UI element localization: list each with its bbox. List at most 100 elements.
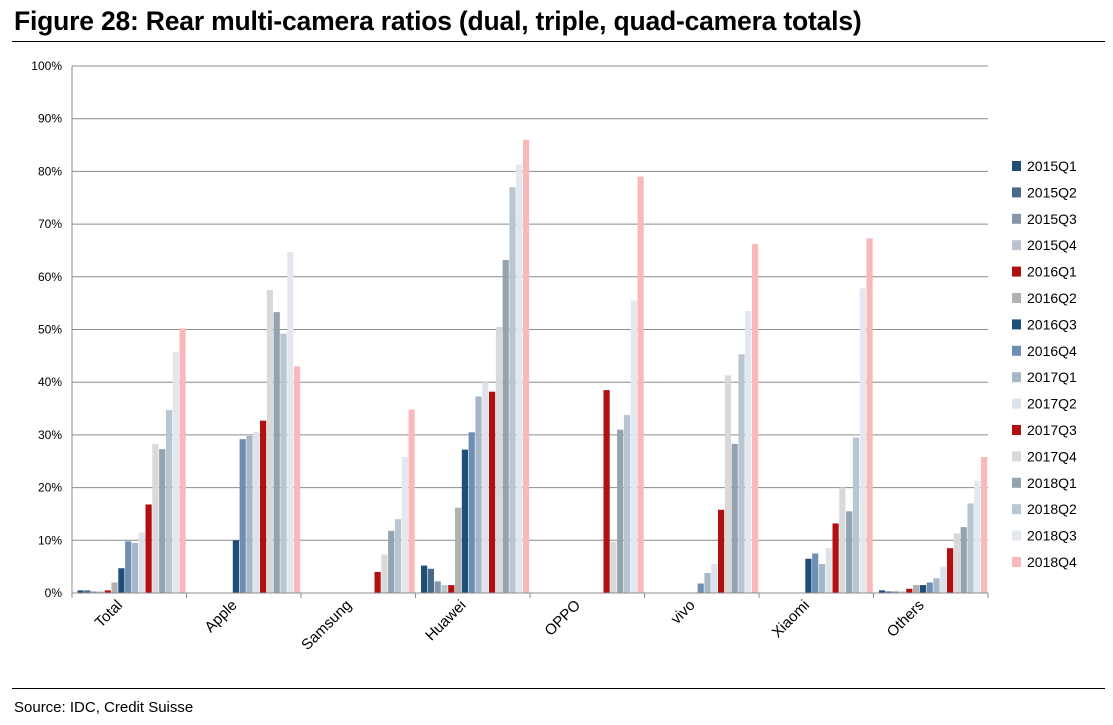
bar — [752, 244, 759, 593]
bar — [266, 289, 273, 593]
bar — [866, 238, 873, 594]
bar — [394, 519, 402, 593]
bars — [77, 139, 988, 594]
bar — [940, 566, 947, 593]
bar — [287, 252, 294, 593]
bar — [388, 530, 395, 593]
legend-label: 2015Q3 — [1027, 211, 1077, 227]
legend-swatch — [1012, 293, 1021, 303]
bar — [273, 312, 280, 593]
bar — [913, 585, 920, 593]
bar — [461, 449, 468, 593]
bar — [482, 382, 489, 593]
bar — [974, 480, 981, 593]
legend-label: 2017Q3 — [1027, 422, 1077, 438]
y-tick-label: 10% — [38, 533, 62, 547]
x-tick-label: Total — [92, 597, 126, 631]
y-tick-label: 70% — [38, 217, 62, 231]
bar — [697, 583, 704, 593]
bar — [899, 591, 906, 593]
legend-swatch — [1012, 504, 1021, 515]
x-tick-label: Huawei — [422, 597, 469, 644]
bar — [967, 503, 974, 593]
bar — [630, 300, 637, 593]
y-tick-label: 100% — [31, 59, 62, 73]
bar — [118, 568, 125, 593]
chart: 0% 10% 20% 30% 40% 50% 60% 70% 80% 90% 100% Total A… — [31, 59, 1077, 654]
bar — [441, 585, 448, 593]
legend-swatch — [1012, 372, 1021, 383]
bar — [509, 187, 516, 593]
legend-swatch — [1012, 451, 1021, 462]
bar — [374, 571, 381, 593]
legend-label: 2018Q3 — [1027, 528, 1077, 544]
bar — [738, 354, 745, 593]
bar — [704, 572, 711, 593]
legend-swatch — [1012, 266, 1021, 277]
bar — [131, 542, 139, 593]
bar — [745, 311, 752, 593]
bar — [623, 414, 631, 593]
bar — [832, 523, 839, 593]
legend-label: 2017Q2 — [1027, 396, 1077, 412]
bar — [846, 511, 853, 593]
bar — [77, 590, 84, 593]
bar — [859, 288, 866, 593]
bar — [637, 176, 644, 594]
bar — [179, 328, 186, 593]
bar — [475, 396, 482, 593]
y-axis: 0% 10% 20% 30% 40% 50% 60% 70% 80% 90% 100% — [31, 59, 73, 600]
bar — [724, 375, 731, 593]
bar — [434, 581, 441, 593]
bar — [818, 564, 826, 593]
bar — [805, 558, 812, 593]
bar — [427, 568, 434, 593]
legend-swatch — [1012, 240, 1021, 251]
legend-swatch — [1012, 398, 1021, 409]
legend-label: 2016Q3 — [1027, 316, 1077, 332]
bar — [145, 504, 152, 593]
bar — [172, 351, 179, 593]
x-tick-label: Xiaomi — [769, 597, 813, 641]
legend-swatch — [1012, 161, 1021, 171]
y-tick-label: 20% — [38, 481, 62, 495]
bar — [906, 588, 913, 593]
x-tick-label: OPPO — [541, 597, 584, 640]
bar — [981, 457, 988, 593]
y-tick-label: 90% — [38, 112, 62, 126]
bar — [489, 391, 496, 593]
legend-swatch — [1012, 425, 1021, 435]
bar — [159, 449, 166, 593]
bar — [421, 565, 428, 593]
legend-swatch — [1012, 319, 1021, 330]
y-tick-label: 80% — [38, 164, 62, 178]
legend-label: 2016Q4 — [1027, 343, 1077, 359]
bar — [502, 259, 509, 593]
legend-label: 2017Q4 — [1027, 448, 1077, 464]
legend-label: 2018Q2 — [1027, 501, 1077, 517]
bar — [953, 533, 960, 593]
y-tick-label: 50% — [38, 323, 62, 337]
bar — [933, 578, 940, 593]
bar — [84, 590, 91, 593]
legend-label: 2017Q1 — [1027, 369, 1077, 385]
bar — [523, 139, 530, 593]
legend-swatch — [1012, 187, 1021, 198]
bar — [294, 366, 301, 593]
bar — [408, 409, 415, 593]
bar — [239, 439, 246, 593]
bar — [455, 507, 462, 593]
bar — [711, 564, 718, 593]
bar — [165, 410, 173, 593]
gridlines — [72, 65, 988, 541]
legend: 2015Q1 2015Q2 2015Q3 2015Q4 2016Q1 2016Q2 2016… — [1012, 158, 1077, 570]
bar — [468, 432, 475, 593]
legend-swatch — [1012, 557, 1021, 567]
bar — [892, 591, 899, 593]
legend-label: 2015Q2 — [1027, 184, 1077, 200]
x-tick-label: Others — [884, 597, 928, 641]
bar — [125, 541, 132, 593]
bar — [960, 527, 967, 593]
bar — [718, 509, 725, 593]
bar — [885, 591, 892, 593]
